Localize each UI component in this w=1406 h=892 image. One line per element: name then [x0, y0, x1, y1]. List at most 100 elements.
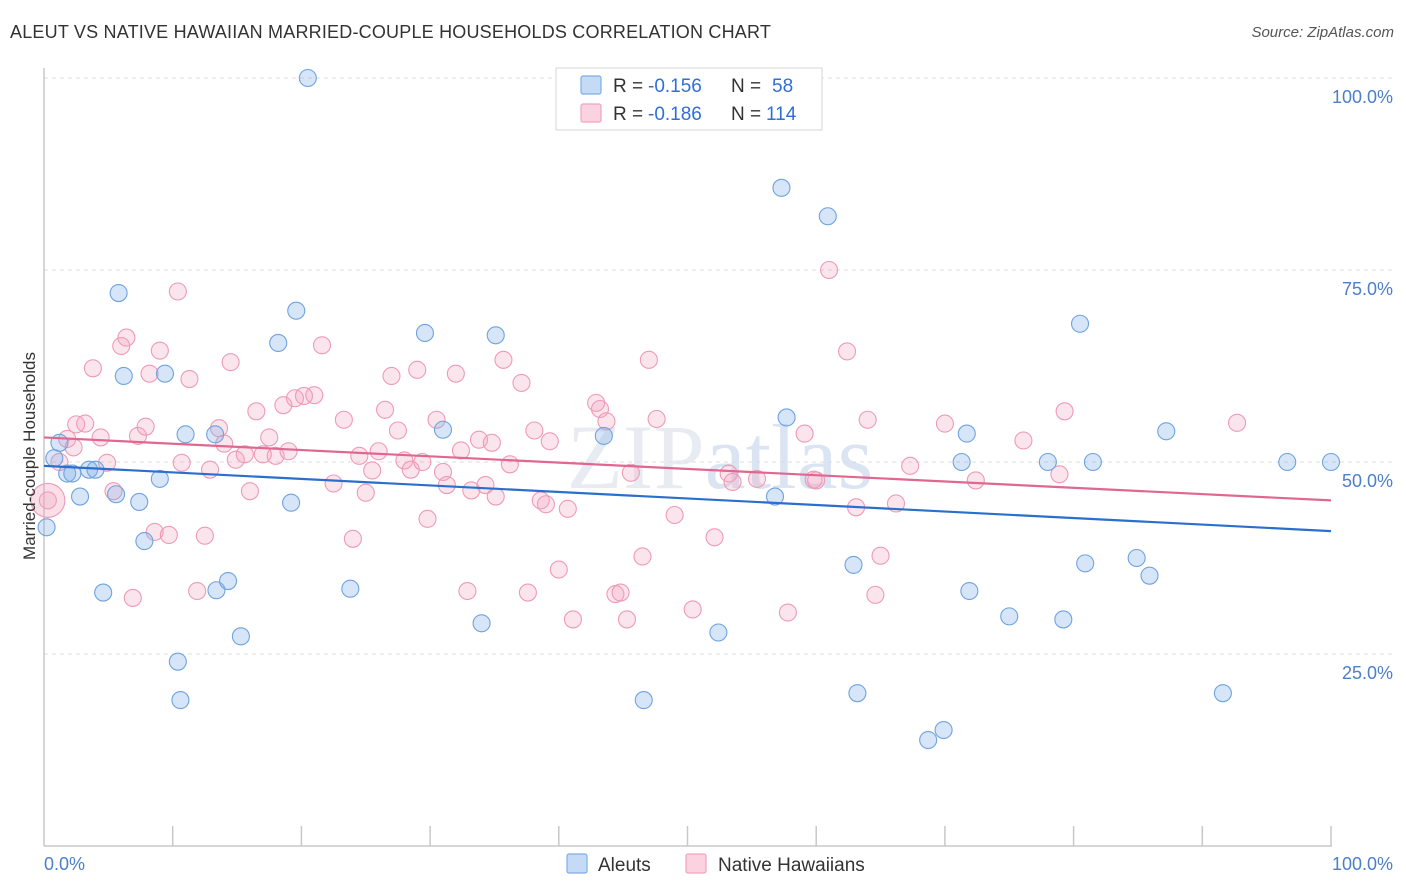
- aleut-point-48: [1054, 610, 1073, 629]
- hawaiian-point-48: [376, 400, 395, 419]
- aleut-point-33: [634, 691, 653, 710]
- aleut-point-34: [709, 623, 728, 642]
- hawaiian-point-92: [723, 472, 742, 492]
- hawaiian-point-19: [168, 282, 187, 301]
- watermark-zip: ZIP: [567, 406, 705, 508]
- hawaiian-point-76: [558, 499, 577, 518]
- hawaiian-point-6: [83, 359, 102, 378]
- hawaiian-point-70: [518, 583, 537, 602]
- legend-swatch-aleut: [580, 75, 602, 95]
- aleut-point-29: [433, 420, 453, 439]
- correlation-legend: R = -0.156 N = 58 R = -0.186 N = 114: [555, 67, 823, 131]
- legend-r-value-hawaiian: -0.186: [648, 104, 702, 125]
- aleut-point-56: [1278, 452, 1297, 472]
- chart-title: ALEUT VS NATIVE HAWAIIAN MARRIED-COUPLE …: [10, 22, 772, 42]
- y-tick-label-25: 25.0%: [1342, 663, 1393, 683]
- hawaiian-point-0: [38, 491, 57, 510]
- legend-n-value-hawaiian: 114: [766, 104, 797, 125]
- hawaiian-point-15: [140, 364, 159, 383]
- aleut-point-28: [415, 323, 435, 343]
- aleut-point-8: [94, 583, 113, 602]
- aleut-point-53: [1140, 566, 1159, 585]
- hawaiian-point-59: [446, 364, 465, 383]
- hawaiian-point-88: [665, 505, 684, 525]
- hawaiian-point-7: [91, 428, 110, 447]
- hawaiian-point-27: [221, 353, 240, 372]
- trend-lines: [43, 436, 1332, 533]
- aleut-point-21: [218, 571, 238, 591]
- hawaiian-point-35: [274, 396, 293, 415]
- aleut-point-15: [155, 364, 175, 383]
- hawaiian-point-11: [117, 328, 136, 347]
- y-axis-label: Married-couple Households: [20, 352, 39, 560]
- aleut-point-24: [282, 493, 301, 512]
- hawaiian-point-47: [369, 442, 388, 461]
- hawaiian-trend-line: [43, 436, 1332, 502]
- hawaiian-point-20: [172, 453, 191, 472]
- y-tick-label-50: 50.0%: [1342, 471, 1393, 491]
- aleut-point-40: [848, 684, 867, 703]
- hawaiian-point-42: [334, 410, 353, 429]
- hawaiian-point-83: [617, 610, 637, 629]
- bottom-legend-swatch-hawaiian: [685, 853, 707, 874]
- aleut-point-43: [952, 452, 971, 472]
- hawaiian-point-61: [458, 581, 477, 601]
- y-tick-label-100: 100.0%: [1332, 87, 1393, 107]
- aleut-point-30: [472, 614, 491, 633]
- bottom-legend-swatch-aleut: [566, 853, 588, 874]
- aleut-point-52: [1127, 548, 1146, 568]
- hawaiian-point-55: [418, 509, 437, 528]
- hawaiian-point-60: [451, 441, 471, 460]
- aleut-point-13: [135, 532, 154, 551]
- hawaiian-point-17: [150, 341, 169, 360]
- source-note: Source: ZipAtlas.com: [1251, 24, 1394, 41]
- x-ticks: [171, 826, 1332, 846]
- series-aleuts: [37, 68, 1341, 750]
- hawaiian-point-82: [611, 583, 630, 602]
- hawaiian-point-77: [563, 610, 583, 629]
- legend-n-label-hawaiian: N =: [731, 104, 761, 125]
- aleut-point-9: [107, 485, 126, 504]
- legend-n-value-aleut: 58: [772, 76, 793, 97]
- hawaiian-point-large: [30, 482, 66, 518]
- hawaiian-point-5: [76, 414, 95, 433]
- hawaiian-point-67: [494, 350, 513, 369]
- aleut-point-41: [919, 730, 938, 750]
- hawaiian-point-95: [795, 424, 814, 443]
- aleut-point-35: [765, 487, 785, 506]
- hawaiian-point-41: [324, 474, 343, 493]
- hawaiian-point-31: [247, 402, 266, 421]
- aleut-point-5: [70, 487, 90, 506]
- aleut-point-31: [486, 326, 505, 345]
- legend-n-label-aleut: N =: [731, 76, 761, 97]
- hawaiian-point-28: [226, 450, 245, 469]
- hawaiian-point-94: [778, 603, 797, 622]
- hawaiian-point-40: [312, 336, 332, 355]
- hawaiian-point-38: [294, 386, 314, 406]
- hawaiian-point-101: [858, 410, 877, 429]
- hawaiian-point-90: [705, 528, 724, 547]
- hawaiian-point-50: [388, 421, 407, 440]
- hawaiian-point-66: [486, 487, 505, 506]
- aleut-point-10: [114, 366, 133, 386]
- aleut-point-55: [1213, 684, 1232, 703]
- hawaiian-point-68: [500, 455, 519, 474]
- hawaiian-point-87: [647, 409, 666, 429]
- hawaiian-point-80: [597, 412, 616, 431]
- legend-swatch-hawaiian: [580, 103, 602, 123]
- legend-r-label-aleut: R =: [613, 76, 643, 97]
- hawaiian-point-110: [1055, 402, 1074, 421]
- hawaiian-point-53: [408, 360, 427, 379]
- aleut-point-47: [1038, 452, 1057, 472]
- hawaiian-point-23: [195, 526, 214, 545]
- x-tick-label-max: 100.0%: [1332, 854, 1393, 874]
- hawaiian-point-36: [279, 442, 298, 461]
- bottom-legend-label-aleut: Aleuts: [598, 855, 651, 876]
- hawaiian-point-73: [536, 495, 555, 514]
- hawaiian-point-56: [427, 410, 446, 429]
- hawaiian-point-74: [540, 432, 559, 451]
- hawaiian-point-89: [683, 600, 702, 619]
- aleut-point-25: [287, 301, 306, 320]
- aleut-point-6: [79, 460, 99, 479]
